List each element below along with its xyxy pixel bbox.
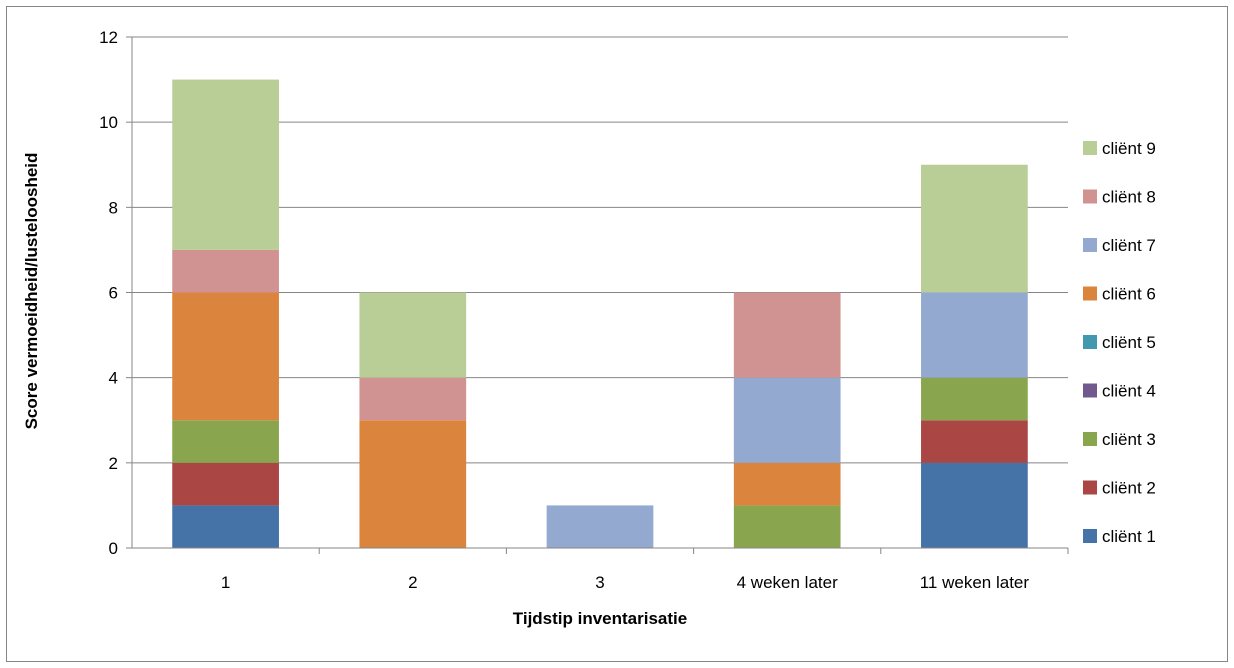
legend-label-client-4: cliënt 4: [1102, 382, 1156, 401]
legend-swatch-client-3: [1083, 432, 1097, 446]
bar-segment-client-7: [546, 505, 654, 548]
x-tick-label: 1: [221, 573, 230, 592]
bar-segment-client-6: [172, 292, 279, 421]
bar-segment-client-8: [172, 249, 279, 293]
legend-swatch-client-4: [1083, 383, 1097, 398]
bar-segment-client-8: [359, 377, 467, 421]
y-tick-label: 6: [109, 284, 118, 303]
legend-label-client-9: cliënt 9: [1102, 139, 1156, 158]
x-tick-label: 2: [408, 573, 417, 592]
legend-label-client-3: cliënt 3: [1102, 430, 1156, 449]
y-tick-label: 8: [109, 198, 118, 217]
legend-swatch-client-5: [1083, 335, 1097, 349]
y-tick-label: 2: [109, 454, 118, 473]
bar-segment-client-6: [359, 420, 467, 548]
y-axis-title: Score vermoeidheid/lusteloosheid: [22, 153, 41, 430]
x-tick-label: 3: [595, 573, 604, 592]
legend-label-client-7: cliënt 7: [1102, 236, 1156, 255]
legend-label-client-5: cliënt 5: [1102, 333, 1156, 352]
x-tick-label: 4 weken later: [737, 573, 838, 592]
legend-swatch-client-7: [1083, 238, 1097, 252]
y-tick-label: 12: [99, 28, 118, 47]
legend-swatch-client-1: [1083, 529, 1097, 543]
legend-swatch-client-8: [1083, 189, 1097, 204]
x-tick-label: 11 weken later: [920, 573, 1030, 592]
x-axis-title: Tijdstip inventarisatie: [513, 609, 687, 628]
bars: [172, 79, 1028, 548]
bar-segment-client-3: [172, 420, 279, 463]
grid-lines: [132, 36, 1068, 464]
legend-swatch-client-2: [1083, 480, 1097, 495]
legend: cliënt 9 cliënt 8 cliënt 7 cliënt 6 cliënt 5…: [1083, 139, 1156, 546]
bar-segment-client-9: [921, 164, 1028, 293]
y-tick-label: 10: [99, 113, 118, 132]
bar-segment-client-3: [921, 377, 1028, 421]
bar-segment-client-1: [172, 505, 279, 548]
bar-segment-client-9: [172, 79, 279, 250]
bar-segment-client-8: [733, 292, 841, 378]
legend-label-client-8: cliënt 8: [1102, 188, 1156, 207]
legend-label-client-6: cliënt 6: [1102, 285, 1156, 304]
legend-label-client-2: cliënt 2: [1102, 479, 1156, 498]
bar-segment-client-2: [172, 462, 279, 506]
bar-segment-client-7: [921, 292, 1028, 378]
legend-label-client-1: cliënt 1: [1102, 527, 1156, 546]
bar-segment-client-2: [921, 420, 1028, 463]
bar-segment-client-9: [359, 292, 467, 378]
bar-segment-client-7: [733, 377, 841, 463]
y-tick-label: 4: [109, 369, 118, 388]
bar-segment-client-1: [921, 462, 1028, 548]
legend-swatch-client-6: [1083, 286, 1097, 301]
bar-segment-client-6: [733, 462, 841, 506]
legend-swatch-client-9: [1083, 141, 1097, 155]
y-tick-label: 0: [109, 539, 118, 558]
bar-segment-client-3: [733, 505, 841, 548]
